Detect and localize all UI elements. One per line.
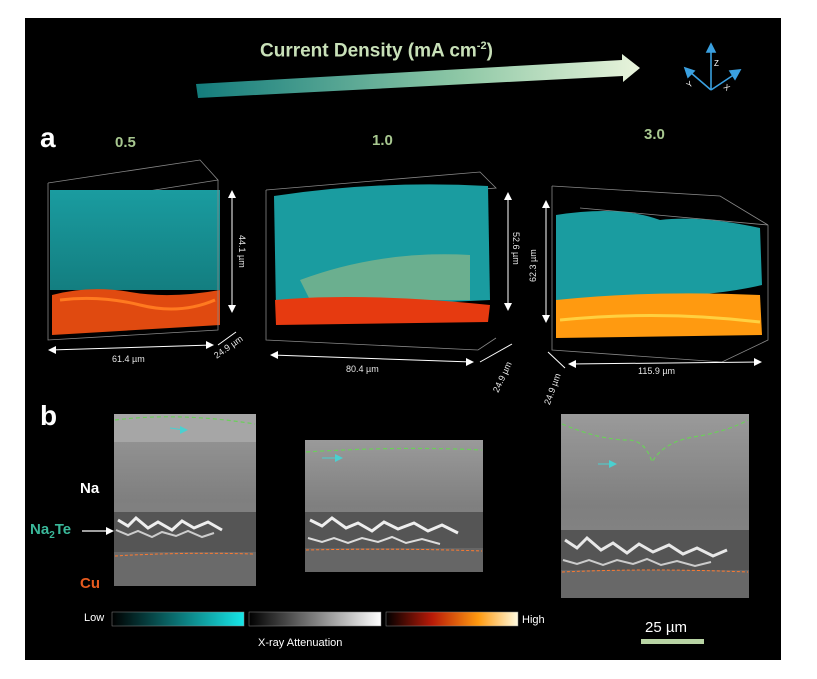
dim-height-v1: 44.1 µm xyxy=(237,235,247,268)
dim-width-v2: 80.4 µm xyxy=(346,364,379,374)
dim-width-v3: 115.9 µm xyxy=(638,366,676,376)
dim-width-v1: 61.4 µm xyxy=(112,354,145,364)
axis-label-z: Z xyxy=(714,59,719,68)
layer-label-na2te: Na2Te xyxy=(30,521,72,541)
volume-render-3.0 xyxy=(542,185,769,369)
cross-section-1.0 xyxy=(305,440,483,572)
density-label-1.0: 1.0 xyxy=(372,132,393,149)
scale-bar-label: 25 µm xyxy=(645,619,687,636)
density-label-3.0: 3.0 xyxy=(644,126,665,143)
axes-icon xyxy=(683,42,742,91)
colorbar-low-label: Low xyxy=(84,612,105,624)
volume-render-1.0 xyxy=(265,171,513,366)
cross-section-3.0 xyxy=(561,414,749,598)
current-density-arrow xyxy=(196,54,640,98)
colorbar-title: X-ray Attenuation xyxy=(258,637,343,649)
dim-height-v2: 52.6 µm xyxy=(511,232,521,265)
layer-label-na: Na xyxy=(80,480,100,497)
colorbar-gray xyxy=(248,611,382,627)
layer-label-cu: Cu xyxy=(80,575,100,592)
colorbar-teal xyxy=(111,611,245,627)
colorbar-hot xyxy=(385,611,519,627)
cross-section-0.5 xyxy=(114,414,256,586)
colorbar-high-label: High xyxy=(522,614,545,626)
panel-label-b: b xyxy=(40,400,58,431)
na2te-pointer-arrow xyxy=(82,527,114,535)
dim-height-v3: 62.3 µm xyxy=(528,249,538,282)
panel-label-a: a xyxy=(40,122,56,153)
current-density-title: Current Density (mA cm-2) xyxy=(260,40,493,62)
volume-render-0.5 xyxy=(47,159,237,354)
density-label-0.5: 0.5 xyxy=(115,134,136,151)
scale-bar xyxy=(641,639,704,644)
